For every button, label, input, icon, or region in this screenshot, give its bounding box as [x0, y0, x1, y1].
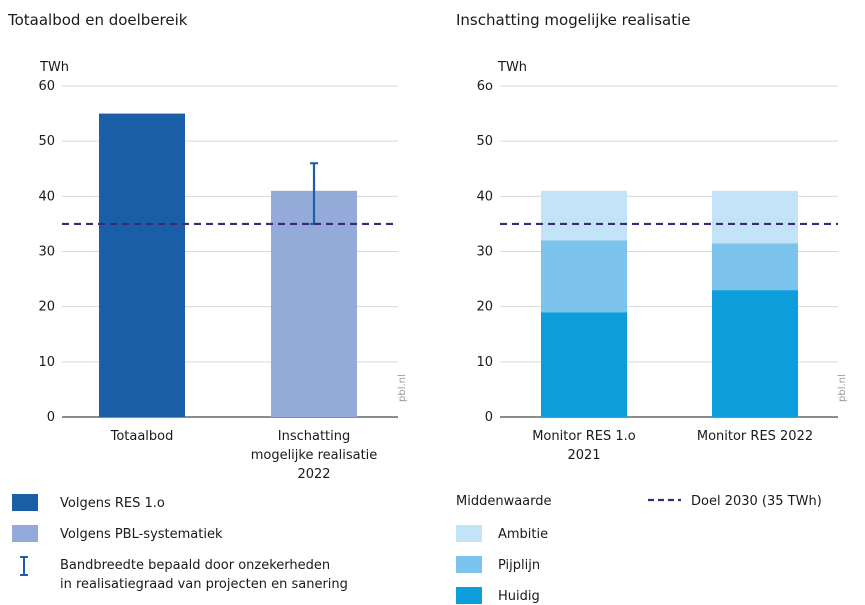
stacked-bar-huidig — [541, 312, 627, 417]
y-tick-label: 20 — [476, 300, 493, 315]
stacked-bar-pijplijn — [712, 243, 798, 291]
legend-group-title: Middenwaarde — [456, 494, 552, 509]
x-category-label: 2022 — [297, 467, 330, 482]
legend-label: Pijplijn — [498, 558, 540, 573]
legend-label: Bandbreedte bepaald door onzekerheden — [60, 558, 330, 573]
y-tick-label: 10 — [38, 355, 55, 370]
y-tick-label: 0 — [47, 410, 55, 425]
legend-swatch — [12, 525, 38, 542]
legend-swatch-pijplijn — [456, 556, 482, 573]
legend-label: Volgens RES 1.o — [60, 496, 165, 511]
stacked-bar-huidig — [712, 290, 798, 417]
x-category-label: Monitor RES 1.o — [532, 429, 636, 444]
y-tick-label: 10 — [476, 355, 493, 370]
source-credit: pbl.nl — [837, 374, 848, 402]
chart-title: Totaalbod en doelbereik — [7, 11, 188, 29]
y-tick-label: 40 — [38, 189, 55, 204]
x-category-label: mogelijke realisatie — [251, 448, 378, 463]
x-category-label: Totaalbod — [110, 429, 174, 444]
x-category-label: 2021 — [567, 448, 600, 463]
y-tick-label: 6o — [477, 79, 493, 94]
x-category-label: Monitor RES 2022 — [697, 429, 813, 444]
y-tick-label: 0 — [485, 410, 493, 425]
legend-label: Volgens PBL-systematiek — [60, 527, 223, 542]
y-axis-unit: TWh — [39, 60, 69, 75]
legend-label: Ambitie — [498, 527, 548, 542]
legend-label: Huidig — [498, 589, 540, 604]
stacked-bar-pijplijn — [541, 240, 627, 313]
y-tick-label: 30 — [476, 245, 493, 260]
legend: Volgens RES 1.o Volgens PBL-systematiek Ba… — [12, 494, 822, 604]
chart-panel-right: Inschatting mogelijke realisatie TWh 0 10 20… — [456, 11, 848, 463]
legend-label: in realisatiegraad van projecten en sane… — [60, 577, 348, 592]
y-tick-label: 50 — [38, 134, 55, 149]
y-tick-label: 60 — [38, 79, 55, 94]
legend-label: Doel 2030 (35 TWh) — [691, 494, 822, 509]
source-credit: pbl.nl — [397, 374, 408, 402]
chart-title: Inschatting mogelijke realisatie — [456, 11, 691, 29]
legend-swatch-huidig — [456, 587, 482, 604]
bar-inschatting — [271, 190, 357, 417]
y-axis-unit: TWh — [497, 60, 527, 75]
y-tick-label: 50 — [476, 134, 493, 149]
legend-swatch — [12, 494, 38, 511]
stacked-bar-ambitie — [712, 190, 798, 244]
x-category-label: Inschatting — [278, 429, 351, 444]
stacked-bar-ambitie — [541, 190, 627, 241]
y-tick-label: 30 — [38, 245, 55, 260]
bar-totaalbod — [99, 113, 185, 417]
legend-swatch-ambitie — [456, 525, 482, 542]
chart-panel-left: Totaalbod en doelbereik TWh 0 10 20 30 40 50 60 T… — [7, 11, 408, 482]
y-tick-label: 20 — [38, 300, 55, 315]
y-tick-label: 40 — [476, 189, 493, 204]
